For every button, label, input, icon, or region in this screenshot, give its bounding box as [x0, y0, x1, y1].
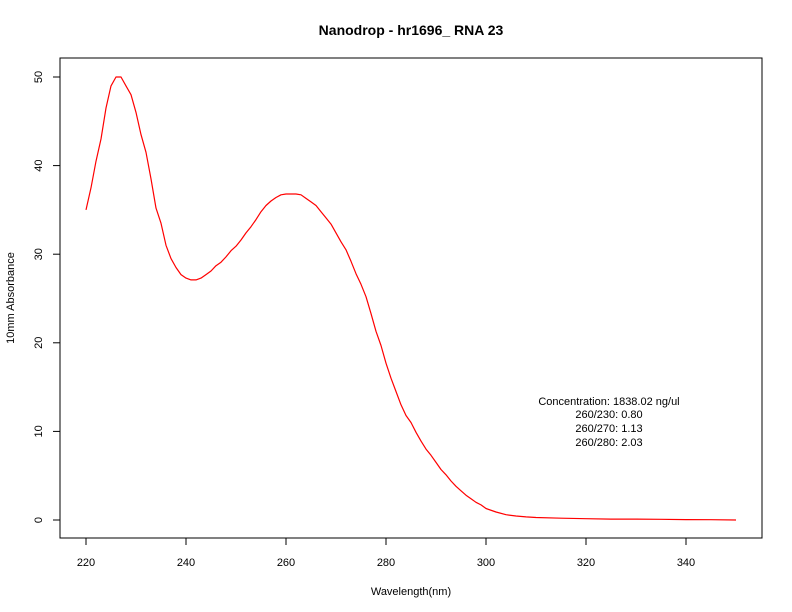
- x-axis: 220 240 260 280 300 320 340: [77, 537, 695, 569]
- x-tick-label: 280: [377, 557, 395, 569]
- x-tick-label: 340: [677, 557, 695, 569]
- y-tick-label: 10: [33, 425, 45, 437]
- annotation-block: Concentration: 1838.02 ng/ul 260/230: 0.…: [538, 396, 679, 449]
- annotation-ratio-260-280: 260/280: 2.03: [575, 437, 642, 449]
- series-layer: [85, 76, 737, 521]
- x-tick-label: 260: [277, 557, 295, 569]
- y-axis-label: 10mm Absorbance: [5, 252, 17, 344]
- y-tick-label: 30: [33, 248, 45, 260]
- x-tick-label: 300: [477, 557, 495, 569]
- annotation-ratio-260-230: 260/230: 0.80: [575, 409, 642, 421]
- x-tick-label: 320: [577, 557, 595, 569]
- y-tick-label: 40: [33, 159, 45, 171]
- annotation-ratio-260-270: 260/270: 1.13: [575, 423, 642, 435]
- y-axis: 0 10 20 30 40 50: [33, 71, 61, 523]
- x-axis-label: Wavelength(nm): [371, 586, 451, 598]
- y-tick-label: 0: [33, 517, 45, 523]
- y-tick-label: 20: [33, 337, 45, 349]
- x-tick-label: 220: [77, 557, 95, 569]
- y-tick-label: 50: [33, 71, 45, 83]
- chart-title: Nanodrop - hr1696_ RNA 23: [319, 22, 504, 38]
- x-tick-label: 240: [177, 557, 195, 569]
- annotation-concentration: Concentration: 1838.02 ng/ul: [538, 396, 679, 408]
- series-line: [85, 76, 737, 521]
